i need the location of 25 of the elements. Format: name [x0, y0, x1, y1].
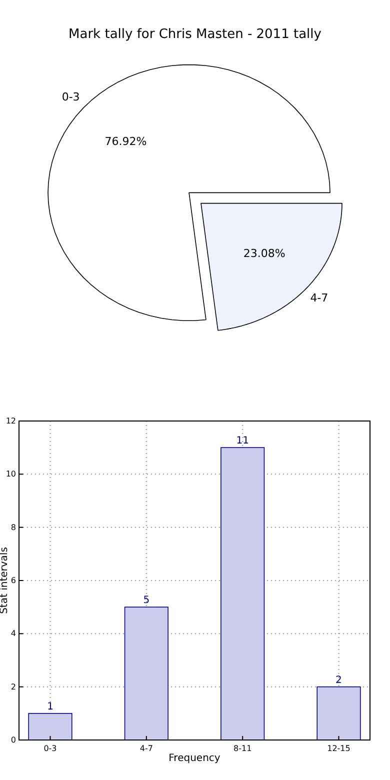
x-tick-label: 12-15 — [327, 744, 350, 753]
bar — [28, 713, 72, 740]
data-label: 76.92% — [104, 134, 147, 148]
chart-title: Mark tally for Chris Masten - 2011 tally — [68, 27, 322, 42]
data-label: 2 — [336, 674, 342, 686]
y-tick-label: 4 — [10, 629, 16, 638]
bar — [124, 606, 168, 740]
x-axis-title: Frequency — [168, 753, 220, 764]
data-label: 23.08% — [243, 247, 286, 260]
y-tick-label: 8 — [10, 522, 16, 532]
y-tick-label: 6 — [10, 576, 16, 586]
y-tick-label: 12 — [6, 416, 16, 426]
data-label: 1 — [47, 701, 54, 712]
x-tick-label: 0-3 — [44, 744, 57, 753]
y-tick-label: 10 — [6, 470, 16, 479]
bar — [316, 686, 361, 740]
slice-label: 4-7 — [310, 291, 328, 304]
bar — [220, 447, 265, 740]
slice-label: 0-3 — [62, 90, 80, 104]
x-tick-label: 8-11 — [234, 744, 252, 753]
data-label: 11 — [236, 436, 249, 447]
y-tick-label: 0 — [10, 736, 16, 745]
x-tick-label: 4-7 — [140, 744, 153, 753]
data-label: 5 — [143, 595, 150, 606]
y-tick-label: 2 — [10, 682, 16, 692]
